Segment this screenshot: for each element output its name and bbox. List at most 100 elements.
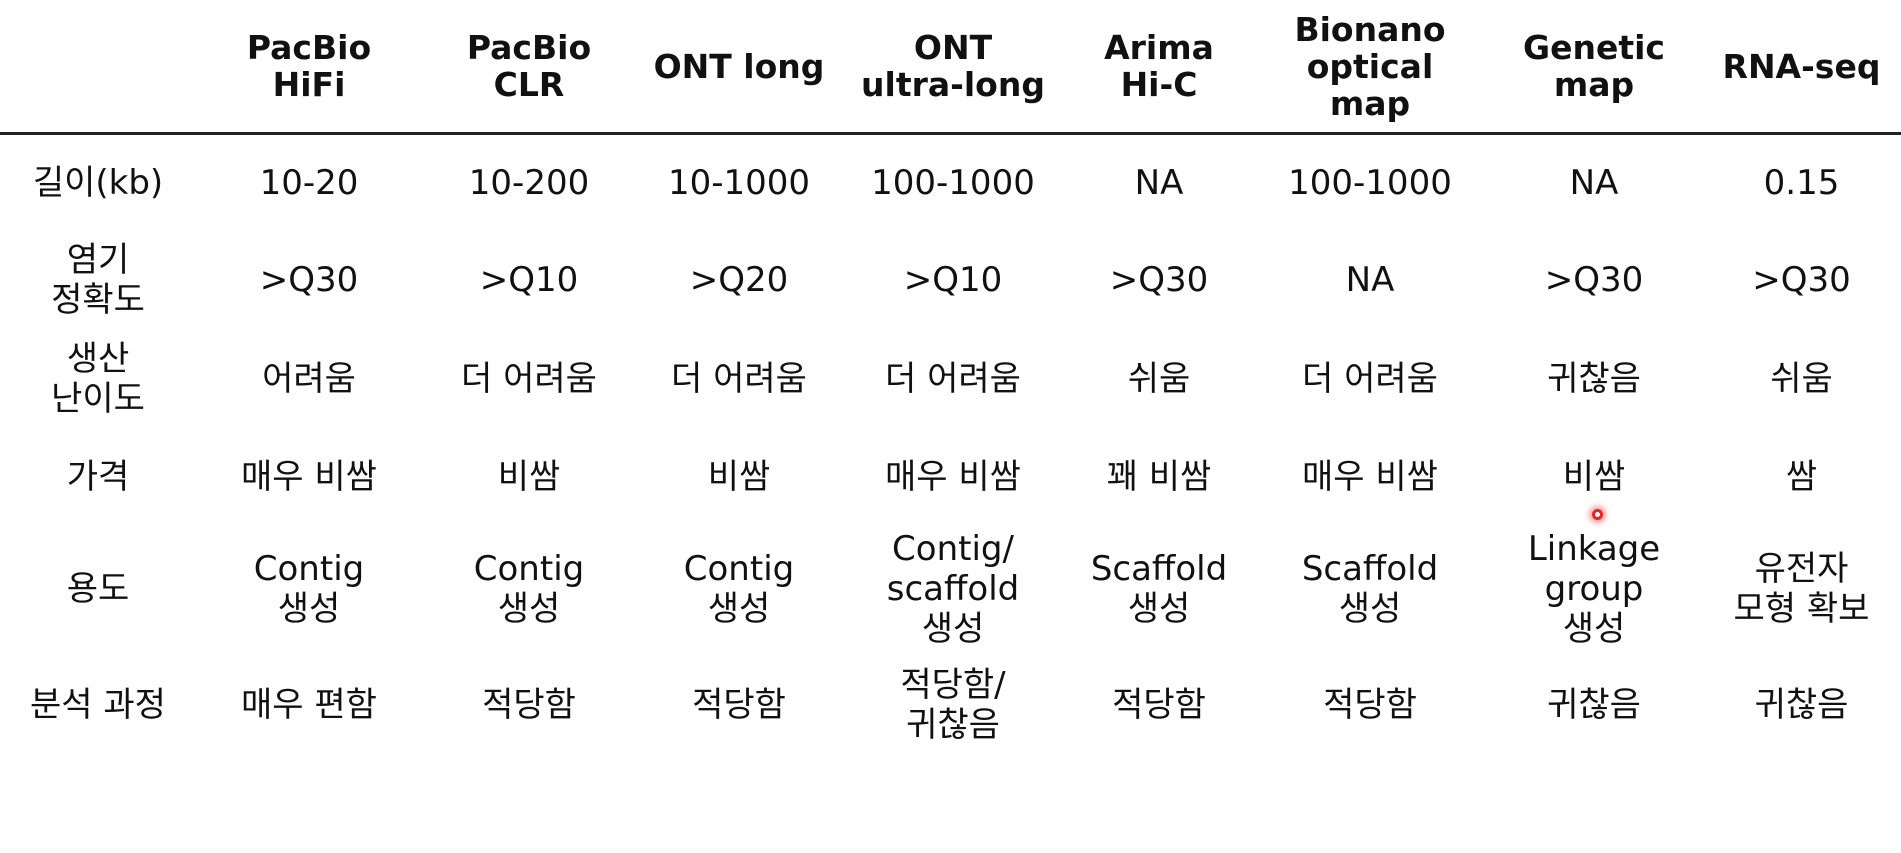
cell-line: 적당함 [1323, 684, 1417, 725]
cell-line: 귀찮음 [906, 704, 1000, 745]
table-cell: NA [1486, 134, 1702, 231]
cell-line: 귀찮음 [1754, 684, 1849, 725]
cell-line: 쉬움 [1127, 358, 1191, 399]
table-cell: 쌈 [1702, 428, 1901, 526]
table-row: 길이(kb) 10-20 10-200 10-1000 100-1000 NA 100-10… [0, 134, 1901, 231]
table-row: 생산 난이도 어려움 더 어려움 더 어려움 더 어려움 쉬움 더 어려움 귀찮음 쉬움 [0, 330, 1901, 428]
cell-line: >Q20 [689, 260, 789, 300]
cell-line: >Q10 [479, 260, 579, 300]
table-cell: 비쌈 [636, 428, 842, 526]
table-cell: Linkage group 생성 [1486, 526, 1702, 652]
column-header: PacBio CLR [422, 0, 636, 135]
cell-line: HiFi [272, 65, 346, 104]
table-cell: 적당함 [422, 652, 636, 758]
cell-line: Hi-C [1120, 65, 1198, 104]
column-header: ONT long [636, 0, 842, 135]
cell-line: 매우 편함 [241, 684, 377, 725]
cell-line: 매우 비쌈 [885, 456, 1021, 497]
cell-line: 더 어려움 [671, 358, 807, 399]
cell-line: 적당함 [482, 684, 576, 725]
table-cell: 귀찮음 [1486, 652, 1702, 758]
table-row: 가격 매우 비쌈 비쌈 비쌈 매우 비쌈 꽤 비쌈 매우 비쌈 비쌈 쌈 [0, 428, 1901, 526]
row-label: 염기 정확도 [0, 231, 196, 330]
cell-line: 10-20 [259, 162, 359, 203]
cell-line: 길이(kb) [32, 162, 164, 203]
table-cell: 100-1000 [1254, 134, 1486, 231]
header-corner-cell [0, 0, 196, 135]
cell-line: 가격 [66, 456, 130, 497]
cursor-indicator-icon [1592, 509, 1603, 520]
cell-line: Contig [473, 548, 585, 589]
cell-line: 용도 [66, 568, 130, 609]
row-label: 생산 난이도 [0, 330, 196, 428]
cell-line: 정확도 [51, 280, 145, 320]
table-cell: Contig/scaffold 생성 [842, 526, 1064, 652]
cell-line: 비쌈 [497, 456, 561, 497]
column-header: Bionano optical map [1254, 0, 1486, 135]
cell-line: 생성 [707, 588, 771, 629]
table-row: 용도 Contig 생성 Contig 생성 Contig 생성 Contig/scaffol… [0, 526, 1901, 652]
table-cell: >Q10 [842, 231, 1064, 330]
cell-line: 매우 비쌈 [241, 456, 377, 497]
cell-line: NA [1345, 260, 1395, 300]
table-cell: 매우 편함 [196, 652, 422, 758]
cell-line: ultra-long [861, 65, 1045, 104]
cell-line: scaffold [886, 568, 1020, 609]
table-cell: >Q30 [196, 231, 422, 330]
row-label: 분석 과정 [0, 652, 196, 758]
table-cell: 적당함 [1254, 652, 1486, 758]
table-header: PacBio HiFi PacBio CLR ONT long ONT ultra-long… [0, 0, 1901, 135]
table-cell: 꽤 비쌈 [1064, 428, 1254, 526]
table-cell: 100-1000 [842, 134, 1064, 231]
cell-line: >Q30 [259, 260, 359, 300]
cell-line: map [1329, 83, 1411, 123]
cell-line: 100-1000 [1288, 162, 1452, 203]
cell-line: 난이도 [51, 378, 145, 419]
table-cell: 유전자 모형 확보 [1702, 526, 1901, 652]
cell-line: 적당함 [692, 684, 786, 725]
table-cell: 적당함/귀찮음 [842, 652, 1064, 758]
cell-line: Contig [253, 548, 365, 589]
cell-line: optical [1306, 46, 1434, 86]
table-cell: 매우 비쌈 [842, 428, 1064, 526]
cell-line: RNA-seq [1722, 46, 1881, 86]
table-cell: 비쌈 [422, 428, 636, 526]
cell-line: >Q30 [1752, 260, 1851, 300]
cell-line: Linkage [1527, 528, 1661, 569]
table-cell: 10-200 [422, 134, 636, 231]
cell-line: 유전자 [1754, 548, 1849, 589]
cell-line: 10-1000 [667, 162, 811, 203]
table-cell: Contig 생성 [196, 526, 422, 652]
table-cell: 비쌈 [1486, 428, 1702, 526]
cell-line: 귀찮음 [1547, 358, 1641, 399]
table-cell: 쉬움 [1702, 330, 1901, 428]
cell-line: NA [1134, 162, 1184, 203]
table-cell: 0.15 [1702, 134, 1901, 231]
column-header: PacBio HiFi [196, 0, 422, 135]
cell-line: group [1544, 568, 1644, 609]
table-cell: 더 어려움 [842, 330, 1064, 428]
table-cell: 매우 비쌈 [1254, 428, 1486, 526]
cell-line: 모형 확보 [1733, 588, 1870, 629]
table-row: 염기 정확도 >Q30 >Q10 >Q20 >Q10 >Q30 NA >Q30 >Q30 [0, 231, 1901, 330]
table-cell: 더 어려움 [422, 330, 636, 428]
table-cell: 귀찮음 [1702, 652, 1901, 758]
table-cell: NA [1254, 231, 1486, 330]
cell-line: >Q30 [1109, 260, 1209, 300]
column-header: Arima Hi-C [1064, 0, 1254, 135]
cell-line: 생성 [1338, 588, 1402, 629]
cell-line: Scaffold [1301, 548, 1439, 589]
cell-line: 생성 [921, 608, 985, 649]
table-cell: >Q30 [1702, 231, 1901, 330]
table-cell: 적당함 [636, 652, 842, 758]
cell-line: 쌈 [1785, 456, 1818, 497]
table-cell: Scaffold 생성 [1064, 526, 1254, 652]
cell-line: CLR [493, 65, 565, 104]
table-cell: 10-20 [196, 134, 422, 231]
cell-line: 더 어려움 [461, 358, 597, 399]
cell-line: 적당함 [1112, 684, 1206, 725]
row-label: 길이(kb) [0, 134, 196, 231]
cell-line: 생성 [497, 588, 561, 629]
cell-line: 100-1000 [871, 162, 1035, 203]
